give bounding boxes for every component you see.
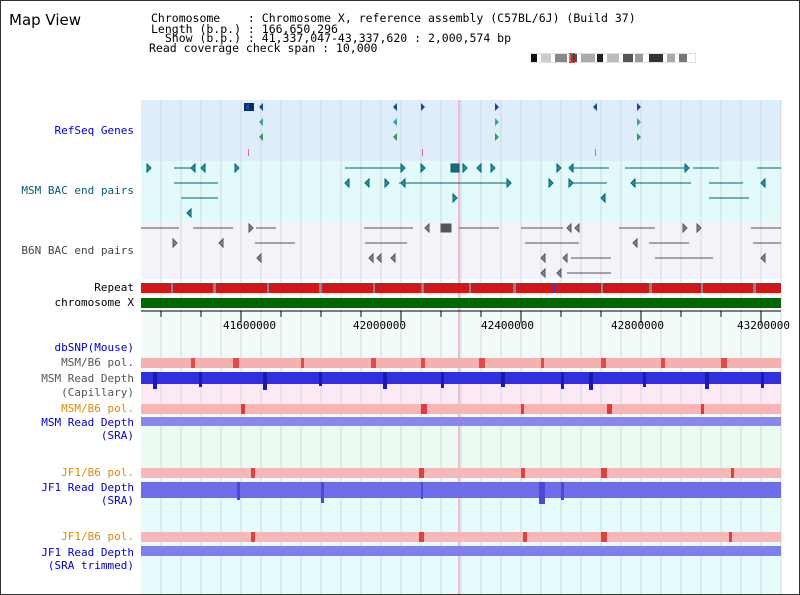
- axis-tick-label: 42000000: [353, 319, 406, 332]
- b6n-bac-features: [141, 222, 781, 279]
- jf1-b6-pol-bar-1: [141, 468, 781, 478]
- length-info: Length (b.p.) : 166,650,296: [151, 22, 338, 36]
- axis-tick-label: 42400000: [481, 319, 534, 332]
- axis-tick-label: 43200000: [737, 319, 790, 332]
- msm-read-depth-capillary: [141, 372, 781, 384]
- axis-tick-label: 42800000: [611, 319, 664, 332]
- axis-ticks: [160, 311, 762, 323]
- track-label-chromosome: chromosome X: [54, 296, 134, 309]
- repeat-gaps: [171, 283, 756, 293]
- chromosome-bar: [141, 298, 781, 308]
- track-label-jf1-read-depth-sra-sub: (SRA): [100, 494, 134, 507]
- view-title: Map View: [9, 11, 82, 29]
- msm-bac-features: [146, 162, 781, 219]
- jf1-read-depth-sra: [141, 482, 781, 498]
- msm-read-depth-sra: [141, 417, 781, 426]
- track-label-jf1-b6-pol-2[interactable]: JF1/B6 pol.: [61, 530, 134, 543]
- track-label-refseq[interactable]: RefSeq Genes: [54, 124, 134, 137]
- chromosome-info: Chromosome : Chromosome X, reference ass…: [151, 11, 636, 25]
- track-label-msm-read-depth-sra[interactable]: MSM Read Depth: [41, 416, 134, 429]
- msm-b6-pol-bar-1: [141, 358, 781, 368]
- track-label-msm-read-depth-cap[interactable]: MSM Read Depth: [41, 372, 134, 385]
- axis-tick-label: 41600000: [223, 319, 276, 332]
- track-label-dbsnp[interactable]: dbSNP(Mouse): [54, 341, 134, 354]
- track-label-msm-b6-pol-1[interactable]: MSM/B6 pol.: [61, 356, 134, 369]
- track-label-msm-read-depth-sra-sub: (SRA): [100, 429, 134, 442]
- track-label-jf1-b6-pol-1[interactable]: JF1/B6 pol.: [61, 466, 134, 479]
- track-label-jf1-read-depth-trimmed[interactable]: JF1 Read Depth: [41, 546, 134, 559]
- track-label-msm-bac[interactable]: MSM BAC end pairs: [21, 184, 134, 197]
- track-label-repeat[interactable]: Repeat: [94, 281, 134, 294]
- jf1-b6-pol-bar-2: [141, 532, 781, 542]
- jf1-read-depth-trimmed: [141, 546, 781, 556]
- track-label-b6n-bac[interactable]: B6N BAC end pairs: [21, 244, 134, 257]
- track-label-jf1-read-depth-trimmed-sub: (SRA trimmed): [47, 559, 134, 572]
- coverage-span-info: Read coverage check span : 10,000: [149, 41, 378, 55]
- chromosome-ideogram[interactable]: [531, 53, 696, 63]
- track-label-msm-read-depth-cap-sub: (Capillary): [61, 386, 134, 399]
- repeat-bar: [141, 283, 781, 293]
- track-label-msm-b6-pol-2[interactable]: MSM/B6 pol.: [61, 402, 134, 415]
- show-range-info: Show (b.p.) : 41,337,047-43,337,620 : 2,…: [151, 31, 512, 45]
- track-label-jf1-read-depth-sra[interactable]: JF1 Read Depth: [41, 481, 134, 494]
- refseq-gene-features: [244, 103, 641, 156]
- msm-b6-pol-bar-2: [141, 404, 781, 414]
